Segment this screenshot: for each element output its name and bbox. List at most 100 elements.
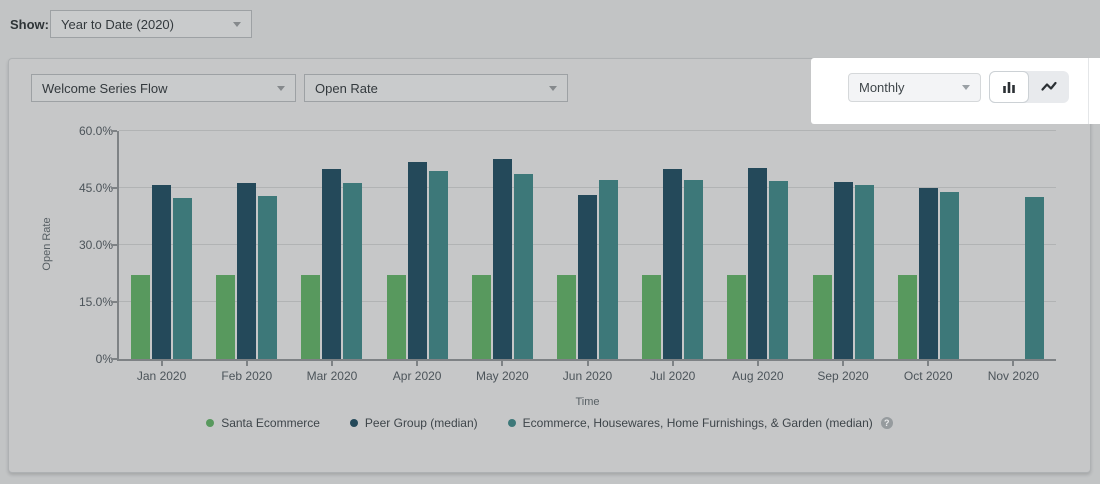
y-tick-label: 45.0%: [57, 181, 113, 195]
line-chart-toggle-button[interactable]: [1029, 71, 1069, 103]
x-tick-mark: [161, 361, 163, 366]
chevron-down-icon: [962, 85, 970, 90]
spotlight-highlight: Monthly: [811, 58, 1100, 124]
interval-dropdown-value: Monthly: [859, 80, 905, 95]
y-axis-title: Open Rate: [41, 217, 53, 270]
legend-dot: [206, 419, 214, 427]
metric-dropdown-value: Open Rate: [315, 81, 378, 96]
bar-jun-series1[interactable]: [578, 195, 597, 359]
bar-oct-series1[interactable]: [919, 188, 938, 359]
x-tick-mark: [672, 361, 674, 366]
help-icon[interactable]: ?: [881, 417, 893, 429]
bar-mar-series2[interactable]: [343, 183, 362, 359]
x-tick-mark: [842, 361, 844, 366]
bar-jun-series0[interactable]: [557, 275, 576, 359]
gridline: [119, 187, 1056, 188]
y-tick-mark: [111, 244, 117, 246]
x-tick-mark: [587, 361, 589, 366]
gridline: [119, 130, 1056, 131]
x-tick-label: Jun 2020: [563, 369, 612, 383]
bar-jul-series0[interactable]: [642, 275, 661, 359]
bar-jul-series2[interactable]: [684, 180, 703, 359]
bar-chart-icon: [1000, 78, 1018, 96]
legend-label: Ecommerce, Housewares, Home Furnishings,…: [523, 416, 873, 430]
show-period-dropdown[interactable]: Year to Date (2020): [50, 10, 252, 38]
bar-aug-series0[interactable]: [727, 275, 746, 359]
x-tick-label: Mar 2020: [307, 369, 358, 383]
chevron-down-icon: [549, 86, 557, 91]
legend-label: Santa Ecommerce: [221, 416, 320, 430]
bar-oct-series0[interactable]: [898, 275, 917, 359]
legend-item[interactable]: Peer Group (median): [350, 416, 478, 430]
x-tick-mark: [416, 361, 418, 366]
x-tick-mark: [927, 361, 929, 366]
bar-feb-series1[interactable]: [237, 183, 256, 359]
bar-jan-series1[interactable]: [152, 185, 171, 359]
show-period-dropdown-value: Year to Date (2020): [61, 17, 174, 32]
flow-dropdown-value: Welcome Series Flow: [42, 81, 167, 96]
x-tick-mark: [501, 361, 503, 366]
legend-item[interactable]: Ecommerce, Housewares, Home Furnishings,…: [508, 416, 893, 430]
legend-label: Peer Group (median): [365, 416, 478, 430]
bar-apr-series2[interactable]: [429, 171, 448, 359]
x-tick-label: May 2020: [476, 369, 529, 383]
y-tick-mark: [111, 301, 117, 303]
legend-item[interactable]: Santa Ecommerce: [206, 416, 320, 430]
x-tick-label: Nov 2020: [988, 369, 1039, 383]
y-tick-label: 60.0%: [57, 124, 113, 138]
bar-sep-series0[interactable]: [813, 275, 832, 359]
bar-chart-toggle-button[interactable]: [989, 71, 1029, 103]
chevron-down-icon: [277, 86, 285, 91]
chart-type-toggle: [989, 71, 1069, 103]
y-tick-label: 0%: [57, 352, 113, 366]
metric-dropdown[interactable]: Open Rate: [304, 74, 568, 102]
show-label: Show:: [10, 17, 49, 32]
x-tick-mark: [757, 361, 759, 366]
y-tick-mark: [111, 358, 117, 360]
flow-dropdown[interactable]: Welcome Series Flow: [31, 74, 296, 102]
bar-sep-series1[interactable]: [834, 182, 853, 359]
x-tick-label: Jul 2020: [650, 369, 695, 383]
bar-feb-series0[interactable]: [216, 275, 235, 359]
x-tick-label: Sep 2020: [817, 369, 868, 383]
bar-jan-series0[interactable]: [131, 275, 150, 359]
bar-apr-series0[interactable]: [387, 275, 406, 359]
legend-dot: [350, 419, 358, 427]
chart-legend: Santa Ecommerce Peer Group (median) Ecomme…: [9, 416, 1090, 430]
line-chart-icon: [1040, 78, 1058, 96]
bar-sep-series2[interactable]: [855, 185, 874, 359]
x-tick-label: Feb 2020: [221, 369, 272, 383]
x-axis-title: Time: [119, 396, 1056, 408]
x-tick-mark: [331, 361, 333, 366]
bar-oct-series2[interactable]: [940, 192, 959, 359]
bar-aug-series2[interactable]: [769, 181, 788, 359]
bar-jan-series2[interactable]: [173, 198, 192, 359]
bar-mar-series1[interactable]: [322, 169, 341, 359]
y-tick-mark: [111, 187, 117, 189]
panel-border-line: [1088, 58, 1089, 124]
x-tick-label: Apr 2020: [393, 369, 442, 383]
y-tick-label: 15.0%: [57, 295, 113, 309]
bar-nov-series2[interactable]: [1025, 197, 1044, 359]
bar-feb-series2[interactable]: [258, 196, 277, 359]
x-tick-mark: [246, 361, 248, 366]
legend-dot: [508, 419, 516, 427]
x-tick-label: Oct 2020: [904, 369, 953, 383]
chevron-down-icon: [233, 22, 241, 27]
x-tick-mark: [1012, 361, 1014, 366]
bar-may-series0[interactable]: [472, 275, 491, 359]
bar-may-series2[interactable]: [514, 174, 533, 359]
bar-apr-series1[interactable]: [408, 162, 427, 359]
bar-aug-series1[interactable]: [748, 168, 767, 359]
bar-chart-plot-area: [117, 131, 1056, 361]
screenshot-root: Show: Year to Date (2020) Welcome Series…: [0, 0, 1100, 484]
x-tick-label: Jan 2020: [137, 369, 186, 383]
bar-jul-series1[interactable]: [663, 169, 682, 359]
interval-dropdown[interactable]: Monthly: [848, 73, 981, 102]
y-tick-mark: [111, 130, 117, 132]
bar-may-series1[interactable]: [493, 159, 512, 359]
bar-jun-series2[interactable]: [599, 180, 618, 359]
x-tick-label: Aug 2020: [732, 369, 783, 383]
y-tick-label: 30.0%: [57, 238, 113, 252]
bar-mar-series0[interactable]: [301, 275, 320, 359]
